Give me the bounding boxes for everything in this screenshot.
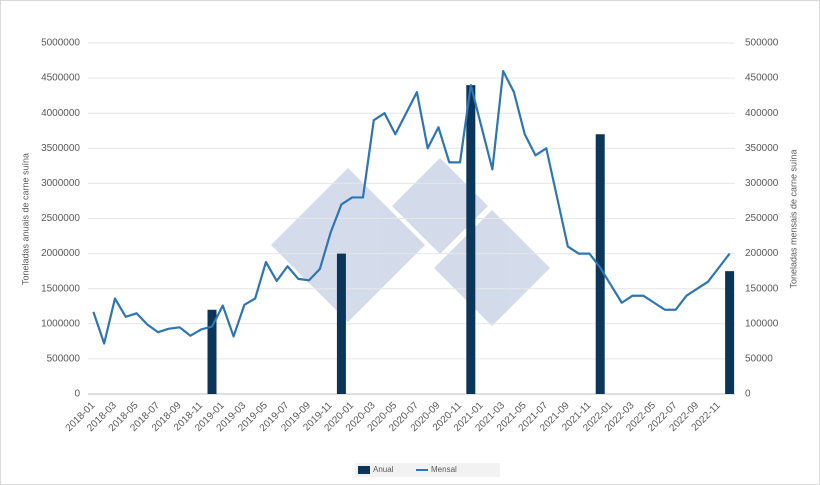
y-tick-label: 5000000 [41,38,80,49]
y2-tick-label: 400000 [745,108,779,119]
y-tick-label: 2500000 [41,213,80,224]
y-tick-label: 4500000 [41,73,80,84]
y2-tick-label: 50000 [745,354,773,365]
y2-tick-label: 150000 [745,283,779,294]
bar [336,253,346,394]
y-tick-label: 4000000 [41,108,80,119]
y-axis-title: Toneladas anuais de carne suína [20,153,30,285]
legend-swatch [358,466,370,474]
legend-label: Mensal [431,465,457,474]
watermark [271,158,550,326]
y2-tick-label: 350000 [745,143,779,154]
legend-label: Anual [373,465,394,474]
bar [207,309,217,394]
y2-tick-label: 450000 [745,73,779,84]
y-tick-label: 2000000 [41,248,80,259]
y2-tick-label: 0 [745,389,751,400]
y2-tick-label: 500000 [745,38,779,49]
y2-tick-label: 300000 [745,178,779,189]
bar [725,271,735,394]
bar [466,85,476,395]
line [92,69,731,345]
y-tick-label: 500000 [47,354,81,365]
y2-tick-label: 100000 [745,318,779,329]
y-tick-label: 1500000 [41,283,80,294]
bar [595,134,605,394]
y-tick-label: 3500000 [41,143,80,154]
y2-tick-label: 200000 [745,248,779,259]
y-tick-label: 0 [74,389,80,400]
y-tick-label: 3000000 [41,178,80,189]
y2-tick-label: 250000 [745,213,779,224]
y2-axis-title: Toneladas mensais de carne suína [788,149,798,288]
y-tick-label: 1000000 [41,318,80,329]
